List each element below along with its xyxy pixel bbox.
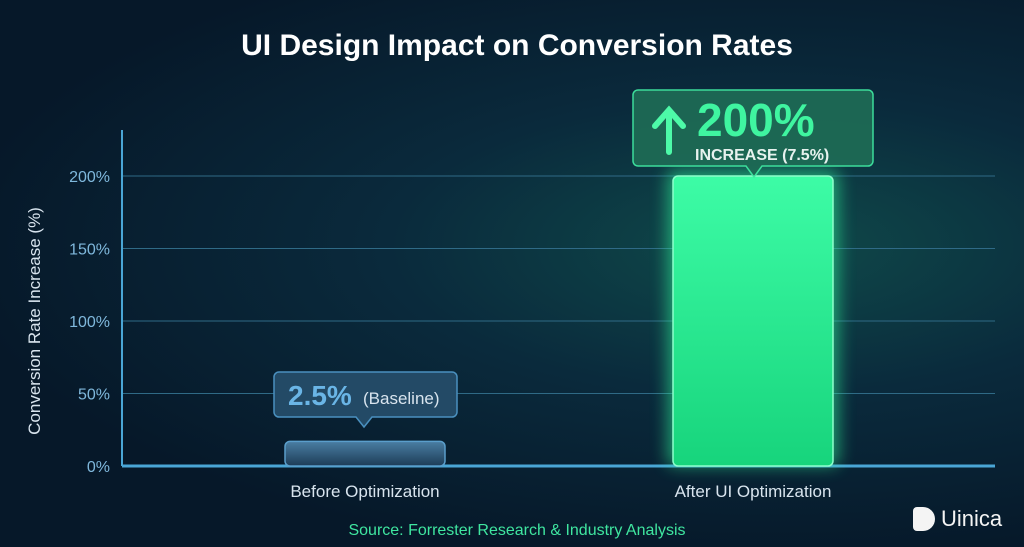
callout-text: (Baseline) <box>363 389 440 408</box>
x-tick-label: After UI Optimization <box>675 482 832 501</box>
callout-text: INCREASE (7.5%) <box>695 147 829 164</box>
x-tick-label: Before Optimization <box>290 482 439 501</box>
source-note: Source: Forrester Research & Industry An… <box>348 522 685 539</box>
bar-after <box>672 175 834 467</box>
y-axis-label: Conversion Rate Increase (%) <box>25 207 44 435</box>
callout-after: 200%INCREASE (7.5%) <box>632 89 874 179</box>
logo-icon <box>913 507 935 531</box>
callout-before: 2.5% (Baseline) <box>273 371 458 429</box>
callout-value: 2.5% <box>288 380 352 411</box>
y-tick-label: 0% <box>87 459 110 476</box>
chart-title: UI Design Impact on Conversion Rates <box>241 29 793 62</box>
callout-value: 200% <box>697 94 815 146</box>
y-tick-label: 150% <box>69 242 110 259</box>
bar-before <box>284 440 446 467</box>
brand-logo: Uinica <box>913 506 1002 532</box>
y-tick-label: 50% <box>78 387 110 404</box>
y-tick-label: 100% <box>69 314 110 331</box>
y-tick-label: 200% <box>69 169 110 186</box>
arrow-up-icon <box>652 105 686 155</box>
brand-name: Uinica <box>941 506 1003 531</box>
